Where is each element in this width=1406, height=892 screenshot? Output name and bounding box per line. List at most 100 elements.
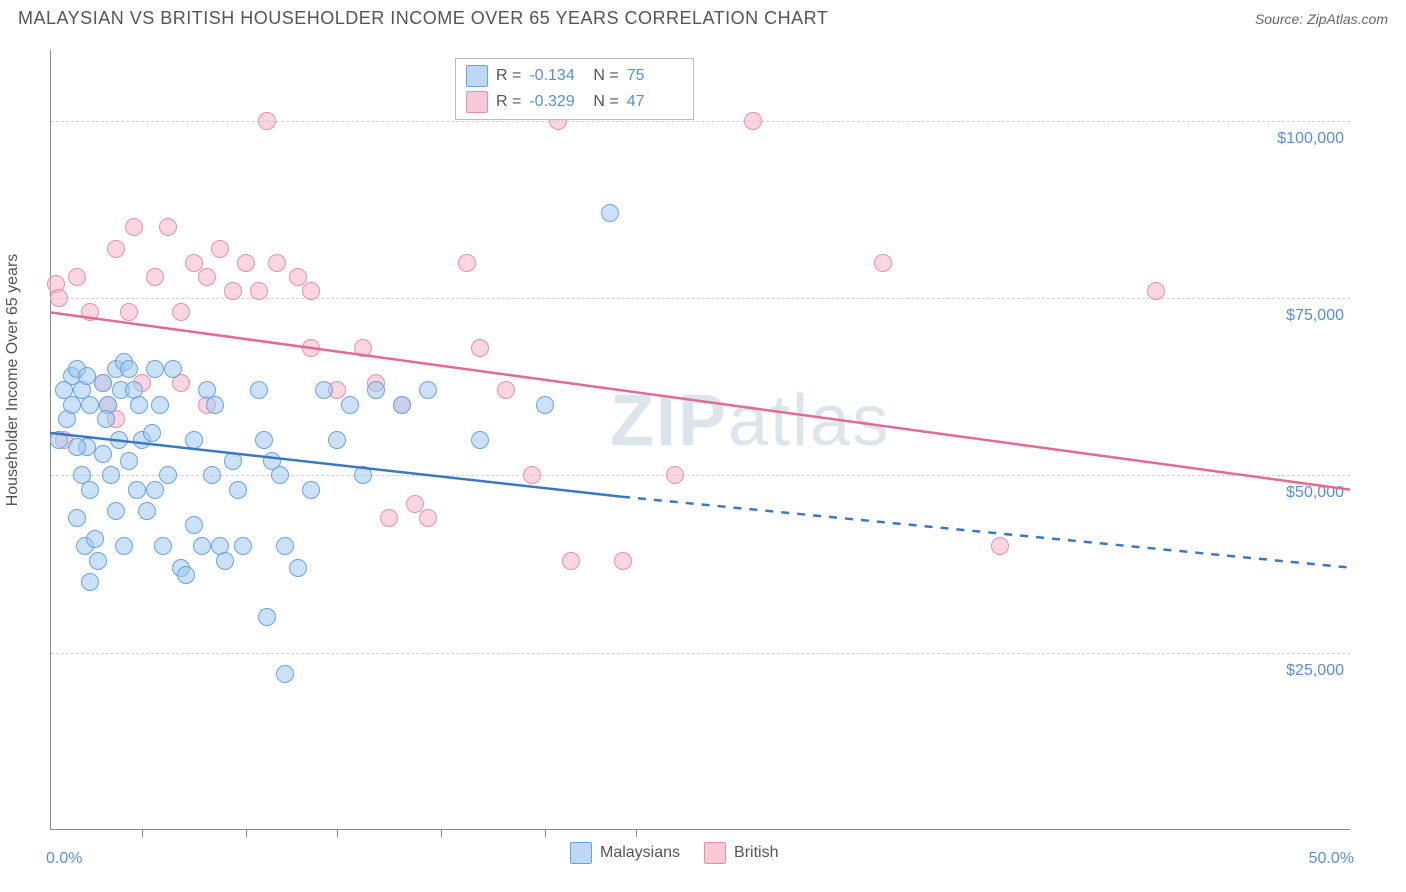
- data-point: [185, 431, 203, 449]
- legend-swatch-a: [570, 842, 592, 864]
- plot-area: $25,000$50,000$75,000$100,000 ZIPatlas R…: [50, 50, 1350, 830]
- data-point: [68, 509, 86, 527]
- data-point: [419, 509, 437, 527]
- gridline: [51, 121, 1350, 122]
- data-point: [276, 665, 294, 683]
- x-max-label: 50.0%: [1309, 850, 1354, 868]
- data-point: [81, 396, 99, 414]
- data-point: [380, 509, 398, 527]
- data-point: [115, 537, 133, 555]
- legend-swatch-b: [704, 842, 726, 864]
- data-point: [302, 282, 320, 300]
- gridline: [51, 475, 1350, 476]
- data-point: [120, 360, 138, 378]
- data-point: [234, 537, 252, 555]
- data-point: [224, 452, 242, 470]
- data-point: [146, 481, 164, 499]
- data-point: [68, 268, 86, 286]
- data-point: [125, 218, 143, 236]
- source-label: Source: ZipAtlas.com: [1255, 11, 1388, 27]
- legend-label-a: Malaysians: [600, 844, 680, 862]
- data-point: [50, 431, 68, 449]
- data-point: [81, 303, 99, 321]
- data-point: [203, 466, 221, 484]
- data-point: [224, 282, 242, 300]
- data-point: [276, 537, 294, 555]
- y-tick-label: $50,000: [1286, 484, 1344, 502]
- data-point: [151, 396, 169, 414]
- data-point: [110, 431, 128, 449]
- data-point: [89, 552, 107, 570]
- x-tick: [545, 829, 546, 837]
- data-point: [146, 268, 164, 286]
- data-point: [497, 381, 515, 399]
- data-point: [94, 374, 112, 392]
- y-tick-label: $75,000: [1286, 307, 1344, 325]
- data-point: [341, 396, 359, 414]
- data-point: [458, 254, 476, 272]
- data-point: [68, 438, 86, 456]
- data-point: [302, 339, 320, 357]
- data-point: [120, 452, 138, 470]
- x-tick: [636, 829, 637, 837]
- data-point: [302, 481, 320, 499]
- data-point: [666, 466, 684, 484]
- data-point: [1147, 282, 1165, 300]
- data-point: [216, 552, 234, 570]
- data-point: [991, 537, 1009, 555]
- data-point: [268, 254, 286, 272]
- data-point: [107, 502, 125, 520]
- series-legend: Malaysians British: [570, 842, 778, 864]
- data-point: [86, 530, 104, 548]
- data-point: [354, 339, 372, 357]
- data-point: [614, 552, 632, 570]
- data-point: [193, 537, 211, 555]
- data-point: [81, 573, 99, 591]
- data-point: [471, 431, 489, 449]
- data-point: [536, 396, 554, 414]
- data-point: [250, 282, 268, 300]
- data-point: [81, 481, 99, 499]
- data-point: [255, 431, 273, 449]
- data-point: [164, 360, 182, 378]
- data-point: [471, 339, 489, 357]
- data-point: [393, 396, 411, 414]
- data-point: [206, 396, 224, 414]
- data-point: [102, 466, 120, 484]
- data-point: [229, 481, 247, 499]
- data-point: [271, 466, 289, 484]
- data-point: [146, 360, 164, 378]
- data-point: [185, 516, 203, 534]
- data-point: [177, 566, 195, 584]
- data-point: [237, 254, 255, 272]
- data-point: [97, 410, 115, 428]
- data-point: [159, 218, 177, 236]
- swatch-series-a: [466, 65, 488, 87]
- data-point: [250, 381, 268, 399]
- legend-label-b: British: [734, 844, 778, 862]
- gridline: [51, 653, 1350, 654]
- x-tick: [246, 829, 247, 837]
- data-point: [744, 112, 762, 130]
- data-point: [120, 303, 138, 321]
- data-point: [315, 381, 333, 399]
- x-min-label: 0.0%: [46, 850, 82, 868]
- y-tick-label: $100,000: [1277, 130, 1344, 148]
- data-point: [198, 268, 216, 286]
- data-point: [128, 481, 146, 499]
- stats-legend: R = -0.134 N = 75 R = -0.329 N = 47: [455, 58, 694, 120]
- chart-title: MALAYSIAN VS BRITISH HOUSEHOLDER INCOME …: [18, 8, 828, 29]
- data-point: [874, 254, 892, 272]
- data-point: [130, 396, 148, 414]
- data-point: [50, 289, 68, 307]
- data-point: [172, 303, 190, 321]
- data-point: [328, 431, 346, 449]
- x-tick: [337, 829, 338, 837]
- data-point: [159, 466, 177, 484]
- data-point: [523, 466, 541, 484]
- swatch-series-b: [466, 91, 488, 113]
- data-point: [419, 381, 437, 399]
- data-point: [211, 240, 229, 258]
- data-point: [289, 559, 307, 577]
- data-point: [94, 445, 112, 463]
